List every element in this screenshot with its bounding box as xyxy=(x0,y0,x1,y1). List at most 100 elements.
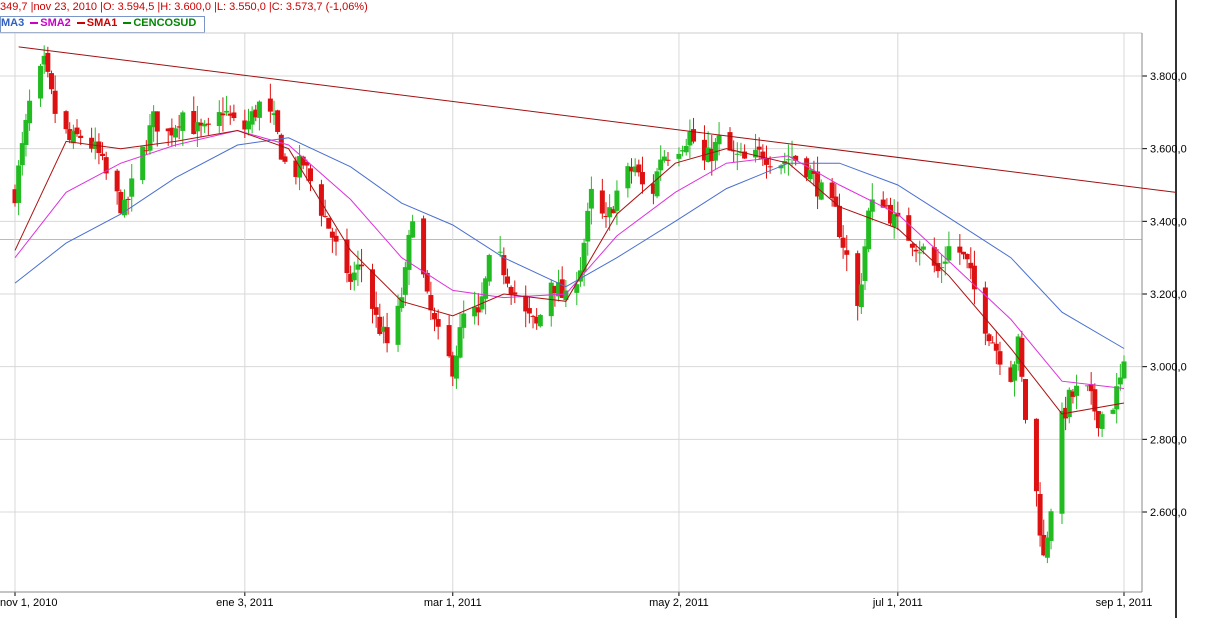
candle xyxy=(1037,482,1043,547)
candle-body xyxy=(1023,379,1029,420)
candle xyxy=(986,333,992,347)
candle-body xyxy=(654,171,660,197)
candle-body xyxy=(432,313,438,320)
candle xyxy=(534,308,540,330)
candle-body xyxy=(556,282,562,297)
legend-label: SMA1 xyxy=(86,17,118,29)
candle-body xyxy=(844,250,850,255)
candle-body xyxy=(140,146,146,181)
candle xyxy=(909,242,915,257)
candle xyxy=(862,239,868,290)
candle-body xyxy=(435,319,441,327)
candle-body xyxy=(742,151,748,159)
candle-body xyxy=(906,215,912,241)
legend-item-cencosud[interactable]: CENCOSUD xyxy=(123,17,196,30)
candle xyxy=(683,138,689,156)
candle xyxy=(997,341,1003,375)
candle xyxy=(245,108,251,136)
candle xyxy=(216,100,222,133)
candle xyxy=(446,315,452,358)
legend-swatch xyxy=(123,22,132,25)
candle-body xyxy=(173,128,179,138)
candle-body xyxy=(100,153,106,157)
y-tick-label: 2.800,0 xyxy=(1150,434,1187,446)
candle xyxy=(1070,389,1076,404)
indicator-lines xyxy=(14,46,1176,415)
candle xyxy=(307,164,313,192)
candle-body xyxy=(931,247,937,266)
candle-body xyxy=(380,326,386,332)
candle xyxy=(1044,531,1050,564)
legend-item-sma1[interactable]: SMA1 xyxy=(76,17,118,30)
candle-body xyxy=(27,100,33,124)
legend-item-ma3[interactable]: MA3 xyxy=(1,17,24,30)
candle xyxy=(227,105,233,125)
candle-body xyxy=(917,252,923,254)
candle xyxy=(202,120,208,133)
candle xyxy=(421,215,427,278)
candle xyxy=(461,300,467,339)
candle-body xyxy=(377,316,383,334)
candle-body xyxy=(734,153,740,155)
candle xyxy=(333,228,339,256)
candle xyxy=(267,83,273,123)
candle xyxy=(96,133,102,165)
candle-body xyxy=(307,168,313,182)
candle xyxy=(1066,387,1072,424)
candle-body xyxy=(607,207,613,218)
candle-body xyxy=(753,149,759,158)
candle-body xyxy=(89,137,95,149)
candle-body xyxy=(1059,410,1065,514)
candle-body xyxy=(716,135,722,145)
legend-item-sma2[interactable]: SMA2 xyxy=(30,17,71,30)
candle-body xyxy=(399,297,405,309)
candle-body xyxy=(282,156,288,162)
candle-body xyxy=(1041,534,1047,556)
candle xyxy=(27,89,33,131)
candle-body xyxy=(242,120,248,130)
candle xyxy=(982,281,988,346)
candle xyxy=(1033,418,1039,507)
candle xyxy=(942,246,948,276)
candle-body xyxy=(629,166,635,172)
candle-body xyxy=(154,111,160,132)
candle-body xyxy=(891,214,897,227)
candle xyxy=(1019,330,1025,382)
candle xyxy=(968,247,974,280)
series-line-ma3 xyxy=(14,137,1125,349)
candle-body xyxy=(253,109,259,118)
candle xyxy=(348,265,354,290)
x-tick-label: sep 1, 2011 xyxy=(1096,597,1153,609)
x-tick-label: jul 1, 2011 xyxy=(872,597,923,609)
candle xyxy=(844,235,850,272)
candle xyxy=(760,144,766,166)
candle xyxy=(129,163,135,212)
candle-body xyxy=(727,132,733,151)
candle xyxy=(691,117,697,144)
candle xyxy=(658,145,664,181)
candle xyxy=(12,184,18,207)
candle-body xyxy=(41,55,47,65)
candle xyxy=(220,97,226,132)
candle-body xyxy=(603,215,609,218)
candle xyxy=(450,351,456,387)
candle-body xyxy=(406,234,412,270)
candle xyxy=(19,131,25,176)
candle-body xyxy=(318,184,324,216)
candle-body xyxy=(807,169,813,180)
candle-body xyxy=(563,290,569,301)
candle xyxy=(176,114,182,140)
candle xyxy=(48,70,54,95)
candle xyxy=(399,287,405,312)
trendline[interactable] xyxy=(18,46,1176,193)
candle xyxy=(957,234,963,265)
candle-body xyxy=(1085,385,1091,387)
candle xyxy=(858,273,864,314)
candle xyxy=(151,105,157,142)
candle-body xyxy=(224,110,230,113)
candle xyxy=(607,194,613,231)
candle-body xyxy=(48,73,54,90)
candle xyxy=(1095,411,1101,437)
